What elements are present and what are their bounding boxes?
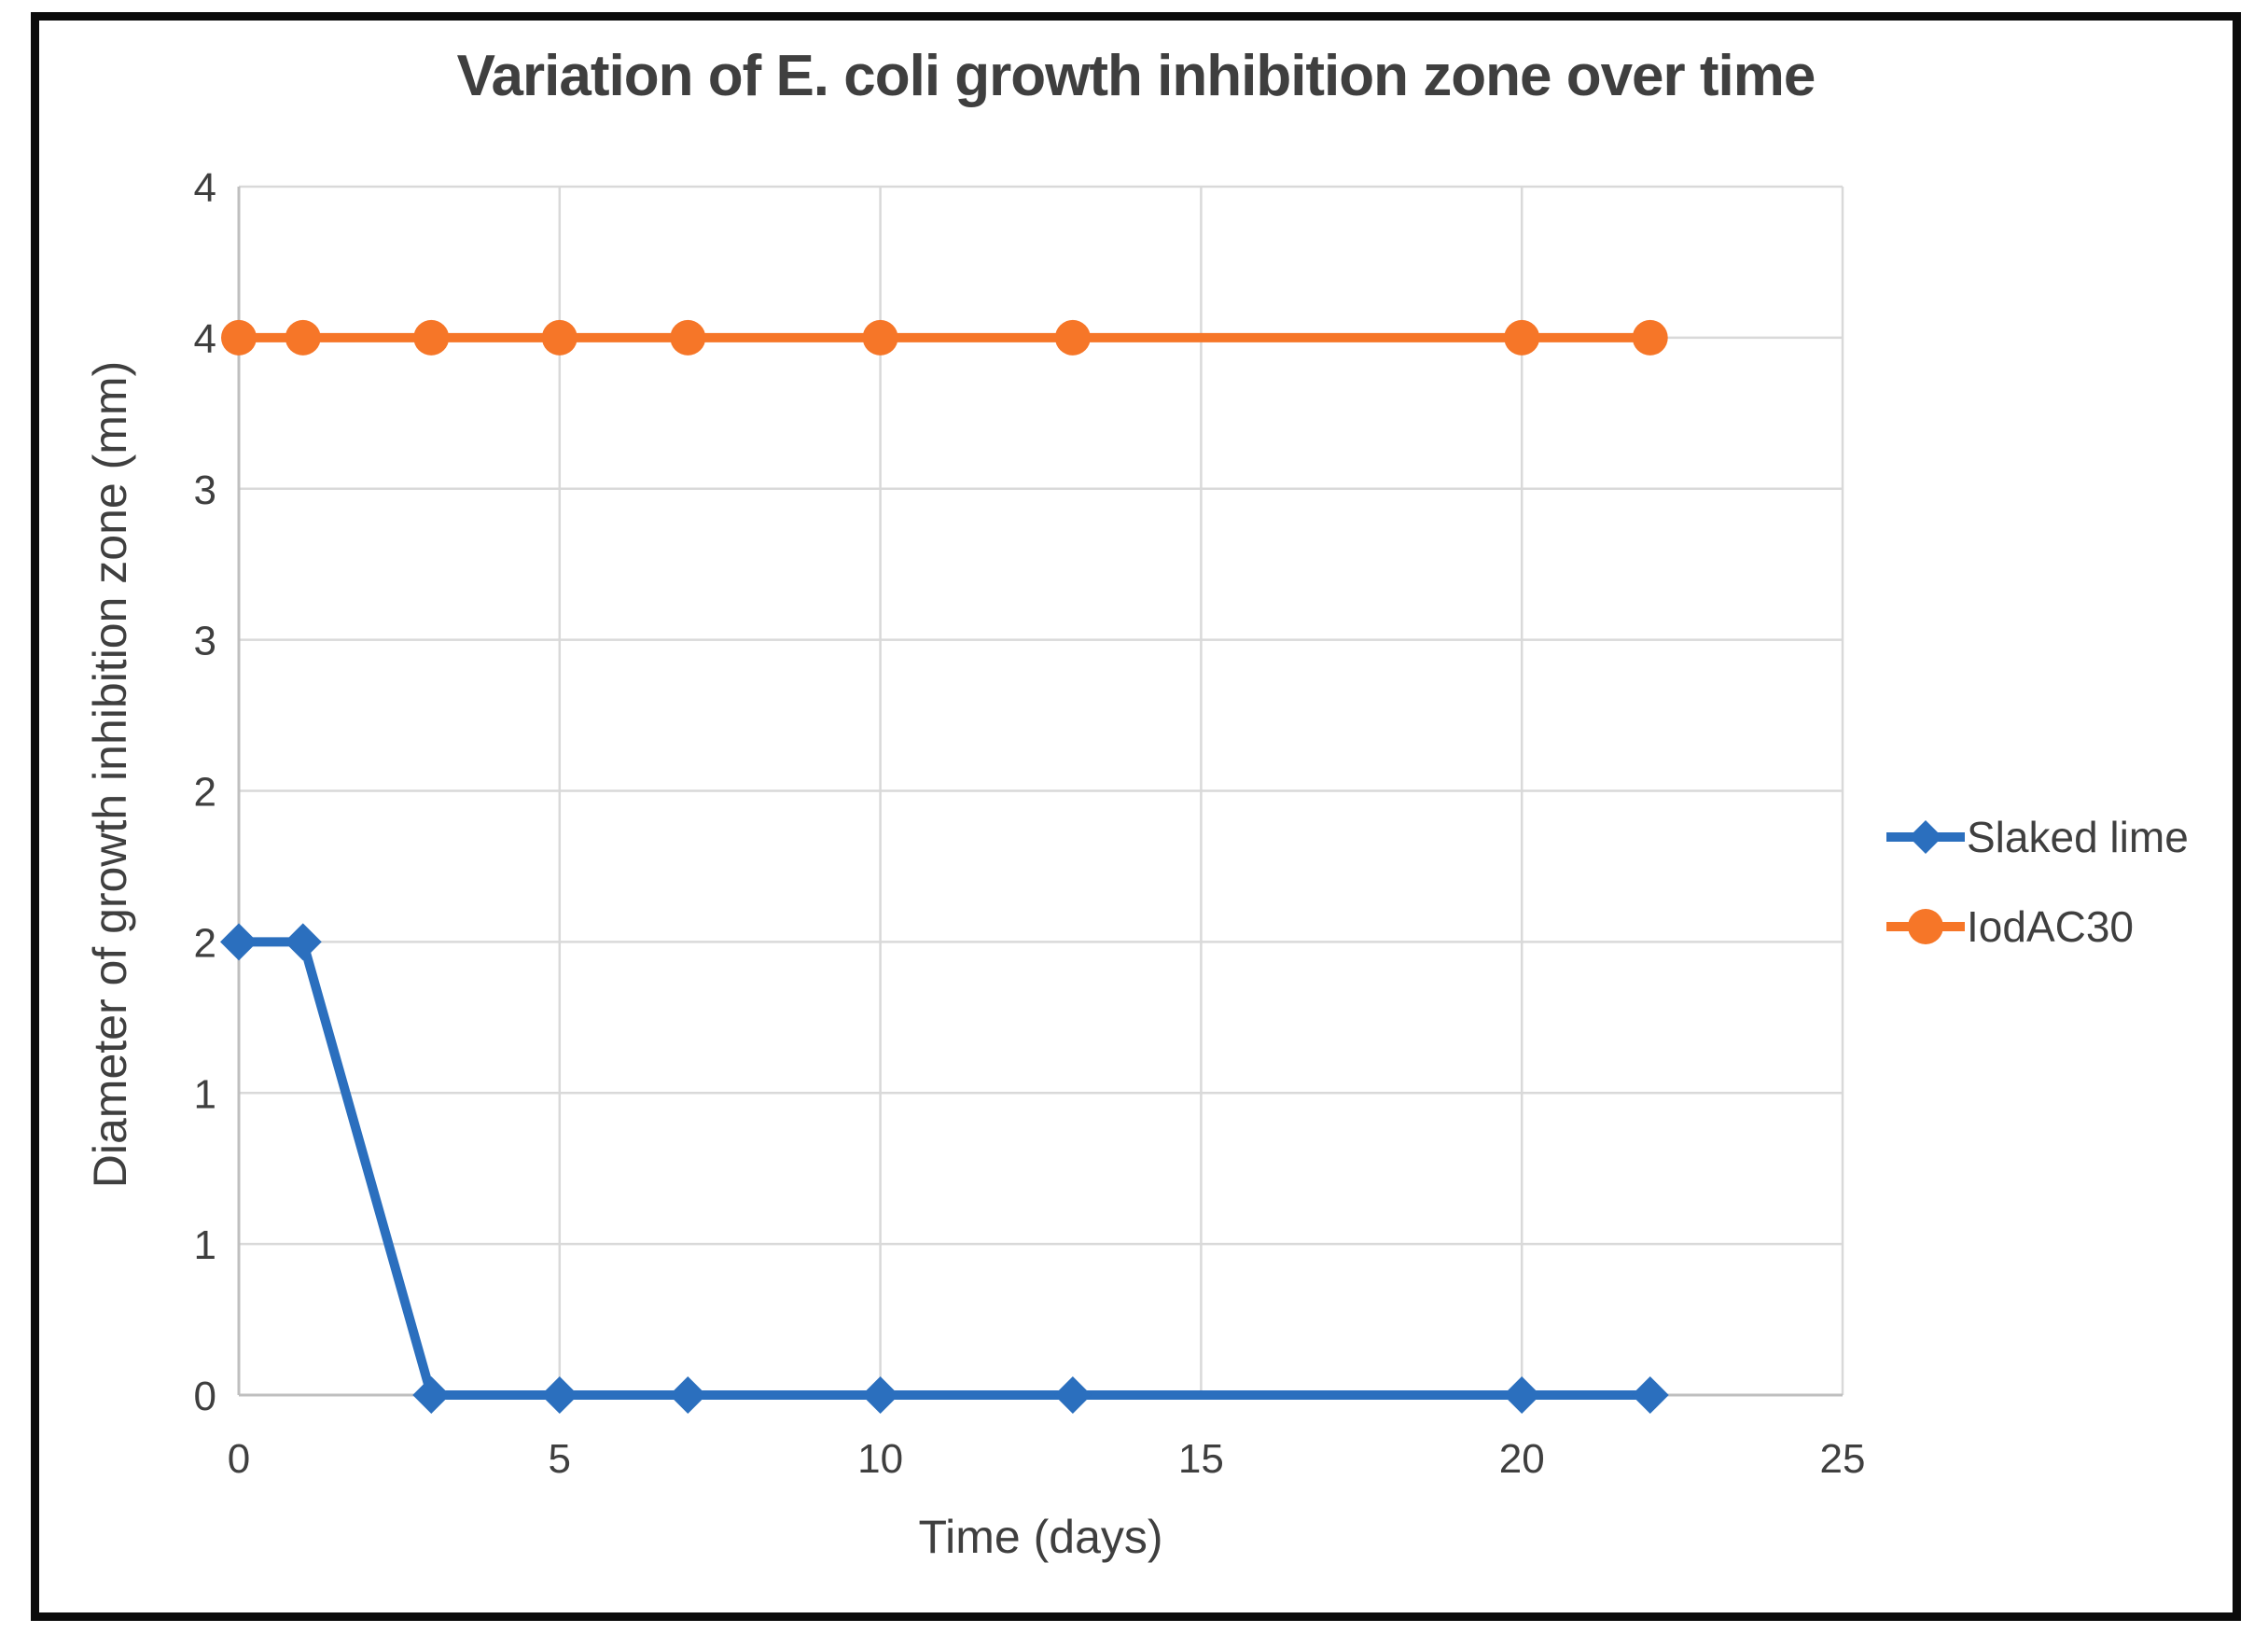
y-tick-label: 4 bbox=[194, 165, 216, 211]
data-point-circle bbox=[285, 319, 321, 356]
data-point-circle bbox=[1632, 319, 1668, 356]
iodac30-circle-marker-icon bbox=[1886, 909, 1965, 944]
data-point-diamond bbox=[861, 1376, 899, 1414]
data-point-diamond bbox=[284, 923, 322, 961]
legend-item-slaked-lime: Slaked lime bbox=[1886, 811, 2189, 863]
data-point-diamond bbox=[1631, 1376, 1669, 1414]
data-point-circle bbox=[1504, 319, 1540, 356]
x-tick-label: 10 bbox=[857, 1436, 903, 1482]
chart-title: Variation of E. coli growth inhibition z… bbox=[456, 44, 1816, 108]
legend-label-slaked-lime: Slaked lime bbox=[1967, 813, 2189, 861]
y-tick-label: 3 bbox=[194, 619, 216, 664]
y-tick-label: 4 bbox=[194, 316, 216, 362]
series-line-slaked-lime bbox=[234, 937, 1655, 1400]
y-tick-label: 3 bbox=[194, 468, 216, 513]
slaked-lime-diamond-marker-icon bbox=[1886, 820, 1965, 854]
data-point-diamond bbox=[669, 1376, 707, 1414]
y-tick-label: 0 bbox=[194, 1374, 216, 1419]
y-tick-label: 2 bbox=[194, 770, 216, 816]
data-point-diamond bbox=[220, 923, 257, 961]
x-tick-label: 20 bbox=[1499, 1436, 1545, 1482]
x-tick-label: 25 bbox=[1820, 1436, 1866, 1482]
data-point-circle bbox=[862, 319, 898, 356]
y-tick-label: 1 bbox=[194, 1071, 216, 1117]
data-point-diamond bbox=[1053, 1376, 1092, 1414]
data-point-circle bbox=[670, 319, 706, 356]
data-point-circle bbox=[221, 319, 257, 356]
x-tick-label: 0 bbox=[228, 1436, 250, 1482]
data-point-circle bbox=[1054, 319, 1091, 356]
data-point-circle bbox=[413, 319, 450, 356]
data-point-circle bbox=[541, 319, 577, 356]
y-tick-label: 2 bbox=[194, 920, 216, 966]
legend: Slaked lime IodAC30 bbox=[1886, 811, 2189, 953]
data-point-diamond bbox=[540, 1376, 578, 1414]
legend-item-iodac30: IodAC30 bbox=[1886, 900, 2189, 953]
x-tick-label: 15 bbox=[1178, 1436, 1224, 1482]
x-axis-title: Time (days) bbox=[918, 1511, 1163, 1563]
data-point-diamond bbox=[1503, 1376, 1541, 1414]
data-point-diamond bbox=[412, 1376, 451, 1414]
legend-label-iodac30: IodAC30 bbox=[1967, 902, 2135, 951]
x-tick-label: 5 bbox=[549, 1436, 571, 1482]
chart-border-frame bbox=[31, 12, 2241, 1621]
y-tick-label: 1 bbox=[194, 1222, 216, 1268]
